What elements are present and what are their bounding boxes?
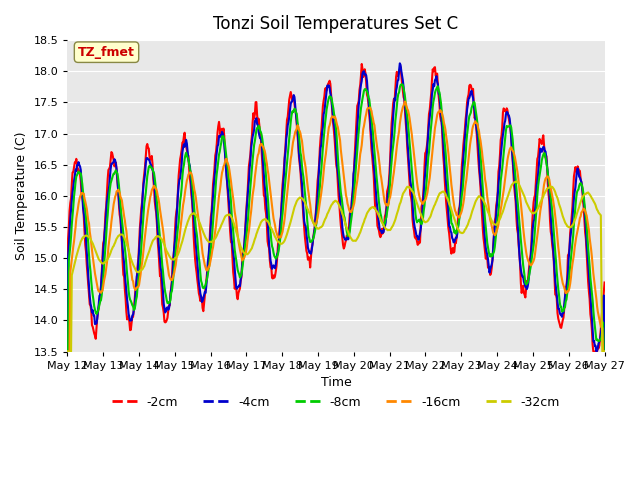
-4cm xyxy=(418,218,426,224)
-16cm xyxy=(418,199,426,204)
-2cm xyxy=(601,280,609,286)
-2cm xyxy=(73,160,81,166)
-32cm xyxy=(513,179,521,184)
-4cm xyxy=(129,312,136,318)
-2cm xyxy=(418,204,426,210)
Line: -16cm: -16cm xyxy=(67,101,605,351)
Text: TZ_fmet: TZ_fmet xyxy=(78,46,135,59)
-16cm xyxy=(63,348,71,354)
-32cm xyxy=(417,211,424,217)
-8cm xyxy=(129,302,136,308)
-4cm xyxy=(402,113,410,119)
Line: -4cm: -4cm xyxy=(67,63,605,351)
-8cm xyxy=(211,190,219,196)
-4cm xyxy=(73,162,81,168)
-4cm xyxy=(601,348,609,354)
-2cm xyxy=(402,121,410,127)
-32cm xyxy=(601,348,609,354)
-8cm xyxy=(73,172,81,178)
Y-axis label: Soil Temperature (C): Soil Temperature (C) xyxy=(15,132,28,260)
-4cm xyxy=(396,60,404,66)
-8cm xyxy=(397,82,405,87)
-32cm xyxy=(401,188,409,193)
-16cm xyxy=(211,227,219,233)
-2cm xyxy=(129,314,136,320)
-16cm xyxy=(401,98,409,104)
X-axis label: Time: Time xyxy=(321,376,351,389)
-32cm xyxy=(183,222,191,228)
-16cm xyxy=(129,277,136,283)
-4cm xyxy=(211,166,219,172)
-2cm xyxy=(358,61,365,67)
-8cm xyxy=(63,348,71,354)
-8cm xyxy=(418,221,426,227)
-16cm xyxy=(73,211,81,217)
Line: -8cm: -8cm xyxy=(67,84,605,351)
-2cm xyxy=(63,348,71,354)
-8cm xyxy=(183,153,191,158)
-4cm xyxy=(183,141,191,146)
-2cm xyxy=(183,147,191,153)
-16cm xyxy=(402,101,410,107)
-16cm xyxy=(601,348,609,354)
-32cm xyxy=(63,348,71,354)
-32cm xyxy=(73,251,81,257)
-8cm xyxy=(402,102,410,108)
Legend: -2cm, -4cm, -8cm, -16cm, -32cm: -2cm, -4cm, -8cm, -16cm, -32cm xyxy=(107,391,565,414)
Title: Tonzi Soil Temperatures Set C: Tonzi Soil Temperatures Set C xyxy=(213,15,458,33)
-32cm xyxy=(129,260,136,266)
-2cm xyxy=(211,153,219,158)
Line: -32cm: -32cm xyxy=(67,181,605,351)
-16cm xyxy=(183,178,191,183)
Line: -2cm: -2cm xyxy=(67,64,605,351)
-4cm xyxy=(63,348,71,354)
-8cm xyxy=(601,348,609,354)
-32cm xyxy=(211,236,219,241)
